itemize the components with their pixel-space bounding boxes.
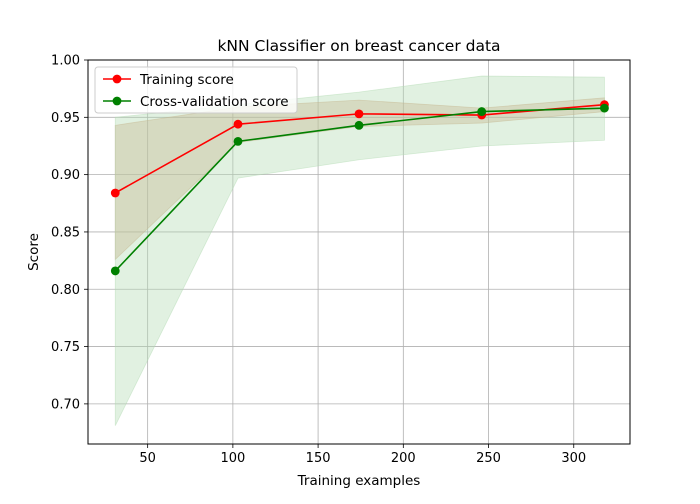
data-point (354, 109, 364, 119)
x-tick-label: 300 (561, 451, 586, 466)
legend-label: Cross-validation score (140, 94, 289, 110)
x-tick-label: 50 (139, 451, 156, 466)
legend-label: Training score (139, 72, 234, 88)
x-tick-label: 200 (391, 451, 416, 466)
y-tick-label: 0.95 (51, 111, 80, 126)
y-tick-label: 0.85 (51, 225, 80, 240)
legend: Training score Cross-validation score (94, 66, 298, 114)
data-point (110, 266, 120, 276)
series-points (110, 100, 609, 276)
y-tick-label: 1.00 (51, 54, 80, 69)
y-tick-label: 0.75 (51, 340, 80, 355)
data-point (354, 120, 364, 130)
data-point (233, 136, 243, 146)
legend-swatch-marker (112, 74, 122, 84)
y-tick-label: 0.80 (51, 283, 80, 298)
plot-frame (87, 59, 631, 445)
x-tick-label: 250 (476, 451, 501, 466)
data-point (600, 103, 609, 113)
y-tick-label: 0.70 (51, 397, 80, 412)
data-point (477, 107, 487, 116)
y-tick-label: 0.90 (51, 168, 80, 183)
data-point (110, 188, 120, 198)
data-point (233, 119, 243, 129)
chart-title: kNN Classifier on breast cancer data (217, 37, 500, 55)
y-axis-label: Score (26, 233, 42, 271)
x-tick-label: 150 (306, 451, 331, 466)
confidence-band (114, 75, 605, 426)
legend-box (94, 66, 298, 114)
axis-ticks: 50 100 150 200 250 300 0.70 0.75 0.80 0.85 0.90 0.9… (51, 54, 586, 467)
x-tick-label: 100 (220, 451, 245, 466)
legend-swatch-marker (112, 96, 122, 106)
x-axis-label: Training examples (297, 473, 421, 489)
